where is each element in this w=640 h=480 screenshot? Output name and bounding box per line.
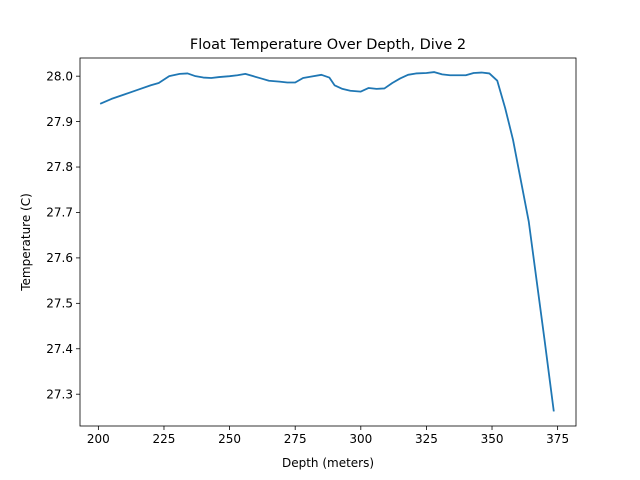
plot-area bbox=[99, 71, 555, 412]
y-tick-label: 27.8 bbox=[46, 160, 73, 174]
axes-frame bbox=[79, 57, 577, 427]
x-tick-label: 250 bbox=[218, 432, 241, 446]
x-tick-label: 275 bbox=[284, 432, 307, 446]
y-tick-label: 27.7 bbox=[46, 206, 73, 220]
y-tick-label: 27.4 bbox=[46, 342, 73, 356]
y-tick-label: 28.0 bbox=[46, 69, 73, 83]
x-tick-label: 200 bbox=[87, 432, 110, 446]
chart-title: Float Temperature Over Depth, Dive 2 bbox=[190, 37, 466, 53]
x-tick-label: 375 bbox=[546, 432, 569, 446]
x-tick-label: 300 bbox=[349, 432, 372, 446]
temperature-series-line bbox=[99, 71, 555, 412]
y-tick-label: 27.5 bbox=[46, 297, 73, 311]
x-axis: 200 225 250 275 300 325 350 375 bbox=[87, 426, 569, 446]
x-axis-label: Depth (meters) bbox=[282, 456, 374, 470]
y-axis-label: Temperature (C) bbox=[19, 193, 33, 292]
x-tick-label: 325 bbox=[415, 432, 438, 446]
y-tick-label: 27.3 bbox=[46, 387, 73, 401]
x-tick-label: 225 bbox=[153, 432, 176, 446]
x-tick-label: 350 bbox=[481, 432, 504, 446]
y-tick-label: 27.6 bbox=[46, 251, 73, 265]
y-tick-label: 27.9 bbox=[46, 115, 73, 129]
y-axis: 27.3 27.4 27.5 27.6 27.7 27.8 27.9 28.0 bbox=[46, 69, 80, 401]
